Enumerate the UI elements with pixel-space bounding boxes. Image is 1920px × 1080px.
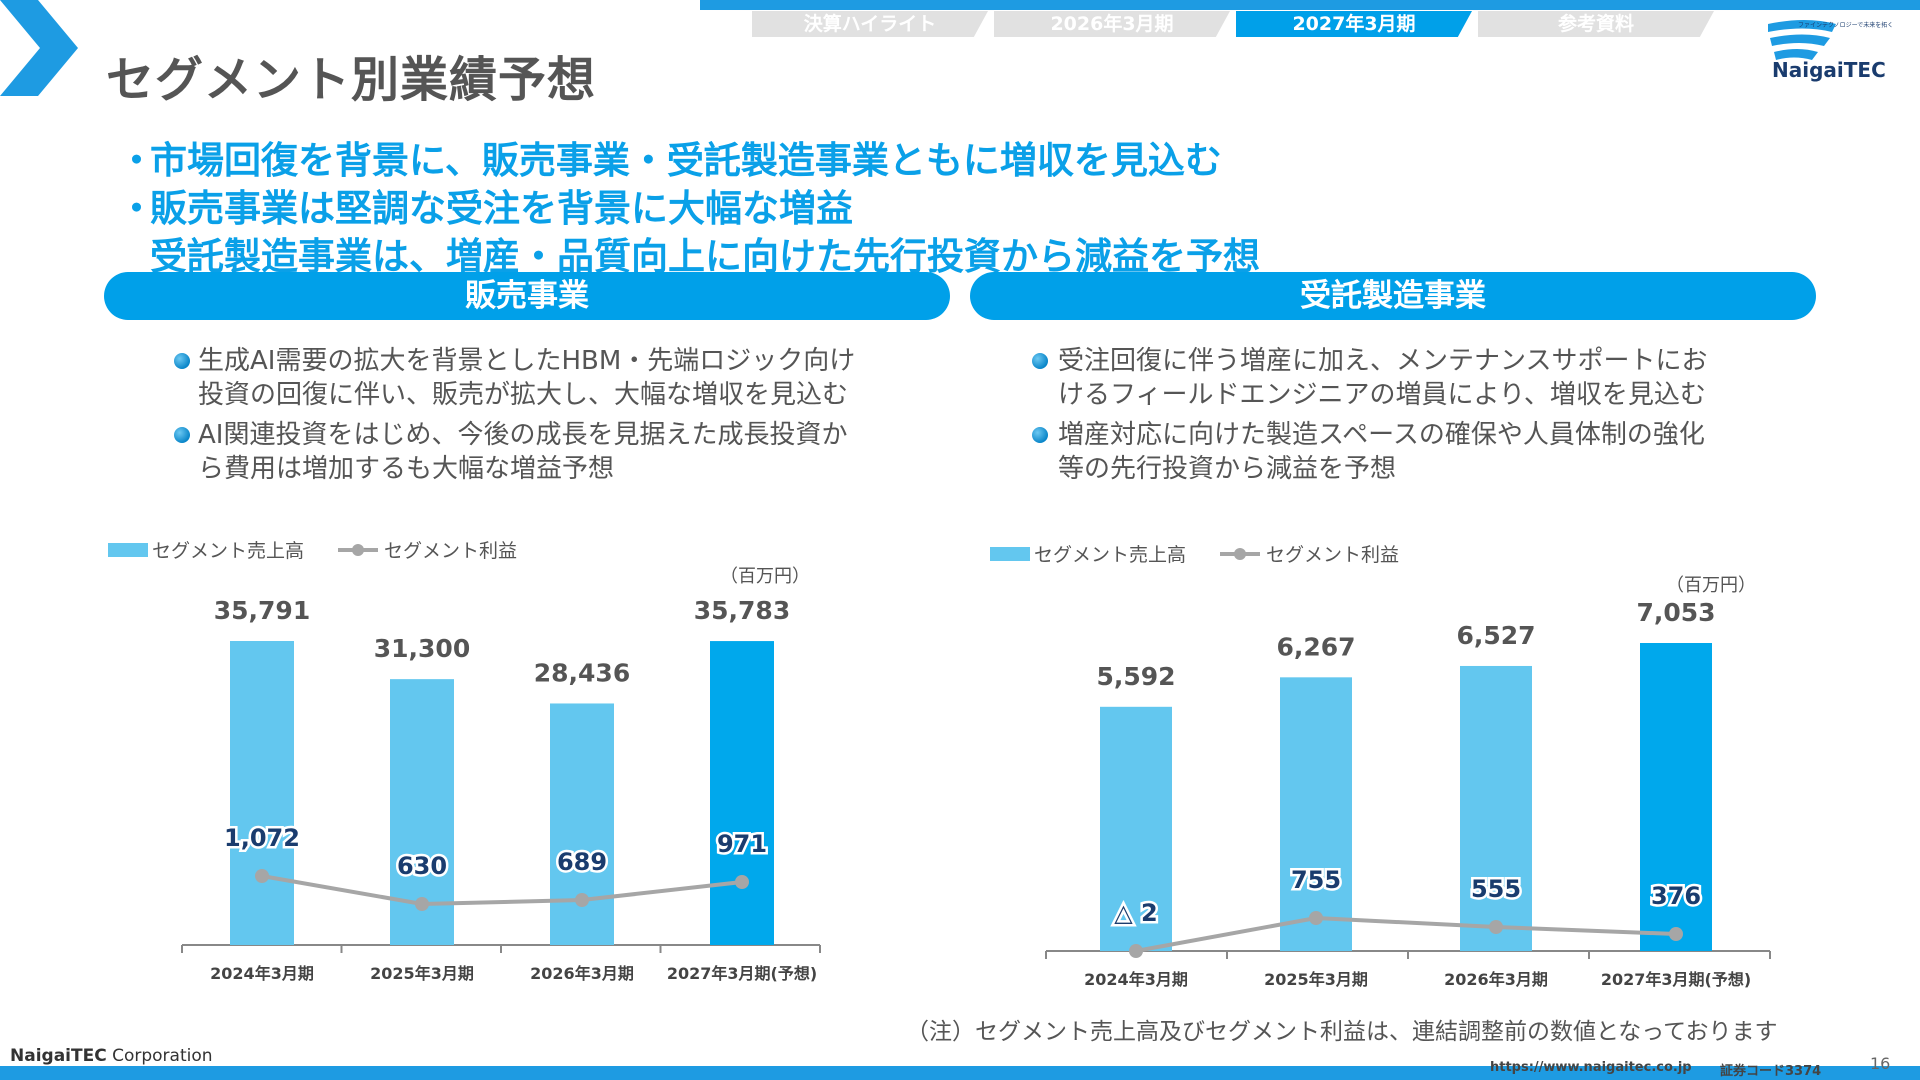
sales-desc-1-line-1: 生成AI需要の拡大を背景としたHBM・先端ロジック向け <box>198 346 856 376</box>
x-tick-label: 2024年3月期 <box>1084 970 1188 989</box>
logo-tagline: ファインテクノロジーで未来を拓く <box>1798 22 1894 29</box>
website-url[interactable]: https://www.naigaitec.co.jp <box>1490 1060 1692 1075</box>
legend-profit-label: セグメント利益 <box>384 540 518 562</box>
profit-value-label: 555 <box>1471 875 1521 903</box>
tab-fy2027[interactable]: 2027年3月期 <box>1236 11 1472 37</box>
corporation-name-bold: NaigaiTEC <box>10 1046 107 1066</box>
profit-value-label: 689 <box>557 848 607 876</box>
nav-top-bar <box>700 0 1920 10</box>
sales-bar <box>710 641 774 945</box>
bar-value-label: 28,436 <box>534 658 630 687</box>
tab-reference[interactable]: 参考資料 <box>1478 11 1714 37</box>
sales-bar <box>390 679 454 945</box>
sales-bar <box>550 703 614 945</box>
profit-point <box>575 893 589 907</box>
profit-value-label: 1,072 <box>224 824 300 852</box>
corporation-name-rest: Corporation <box>106 1046 213 1066</box>
contract-desc-2-line-1: 増産対応に向けた製造スペースの確保や人員体制の強化 <box>1058 420 1705 450</box>
contract-desc-2-line-2: 等の先行投資から減益を予想 <box>1058 454 1397 484</box>
page-number: 16 <box>1870 1054 1891 1073</box>
legend-sales-label: セグメント売上高 <box>1034 544 1187 566</box>
contract-desc-1-line-2: けるフィールドエンジニアの増員により、増収を見込む <box>1058 380 1706 410</box>
legend-sales-swatch <box>108 543 148 557</box>
x-tick-label: 2026年3月期 <box>1444 970 1548 989</box>
x-tick-label: 2025年3月期 <box>1264 970 1368 989</box>
tab-fy2026[interactable]: 2026年3月期 <box>994 11 1230 37</box>
profit-point <box>1309 911 1323 925</box>
headline-1: 市場回復を背景に、販売事業・受託製造事業ともに増収を見込む <box>150 139 1222 182</box>
naigaitec-logo-icon <box>1768 20 1836 60</box>
contract-chart-unit: （百万円） <box>1666 575 1756 596</box>
legend-sales-swatch <box>990 547 1030 561</box>
sales-bar <box>1100 706 1172 951</box>
x-tick-label: 2027年3月期(予想) <box>1601 970 1751 989</box>
legend-sales-label: セグメント売上高 <box>152 540 305 562</box>
bar-value-label: 6,527 <box>1456 621 1535 650</box>
bullet-dot-icon <box>1032 353 1048 369</box>
headline-3: 受託製造事業は、増産・品質向上に向けた先行投資から減益を予想 <box>150 235 1260 278</box>
profit-point <box>255 869 269 883</box>
sales-segment-header: 販売事業 <box>104 272 950 320</box>
x-tick-label: 2026年3月期 <box>530 964 634 983</box>
legend-profit-line-icon <box>1220 548 1260 560</box>
x-tick-label: 2025年3月期 <box>370 964 474 983</box>
sales-desc-2-line-2: ら費用は増加するも大幅な増益予想 <box>198 454 615 484</box>
logo-name: NaigaiTEC <box>1772 58 1886 82</box>
profit-point <box>415 897 429 911</box>
contract-segment-header: 受託製造事業 <box>970 272 1816 320</box>
footnote: （注）セグメント売上高及びセグメント利益は、連結調整前の数値となっております <box>906 1019 1778 1045</box>
headline-bullet: ・ <box>118 187 155 230</box>
corporation-name: NaigaiTEC Corporation <box>10 1046 213 1066</box>
legend-profit-label: セグメント利益 <box>1266 544 1400 566</box>
sales-bar <box>230 641 294 945</box>
bar-value-label: 6,267 <box>1276 632 1355 661</box>
sales-desc-1-line-2: 投資の回復に伴い、販売が拡大し、大幅な増収を見込む <box>198 380 849 410</box>
sales-bar <box>1280 677 1352 951</box>
sales-bar <box>1640 643 1712 951</box>
bar-value-label: 35,783 <box>694 596 790 625</box>
chevron-decoration <box>0 0 78 96</box>
tab-highlights[interactable]: 決算ハイライト <box>752 11 988 37</box>
profit-value-label: 376 <box>1651 882 1701 910</box>
bullet-dot-icon <box>174 353 190 369</box>
profit-value-label: 971 <box>717 830 767 858</box>
bullet-dot-icon <box>174 427 190 443</box>
profit-point <box>1489 920 1503 934</box>
footer-bar <box>0 1066 1920 1080</box>
bar-value-label: 5,592 <box>1096 662 1175 691</box>
sales-desc-2-line-1: AI関連投資をはじめ、今後の成長を見据えた成長投資か <box>198 420 848 450</box>
profit-point <box>1669 927 1683 941</box>
profit-line <box>261 874 743 907</box>
headline-2: 販売事業は堅調な受注を背景に大幅な増益 <box>150 187 853 230</box>
profit-line <box>1135 915 1677 953</box>
securities-code: 証券コード3374 <box>1720 1064 1822 1079</box>
bar-value-label: 7,053 <box>1636 598 1715 627</box>
bar-value-label: 31,300 <box>374 634 470 663</box>
contract-desc-1-line-1: 受注回復に伴う増産に加え、メンテナンスサポートにお <box>1058 346 1708 376</box>
sales-chart-unit: （百万円） <box>720 566 810 587</box>
bar-value-label: 35,791 <box>214 596 310 625</box>
page-title: セグメント別業績予想 <box>106 52 597 108</box>
sales-bar <box>1460 665 1532 951</box>
bullet-dot-icon <box>1032 427 1048 443</box>
x-tick-label: 2027年3月期(予想) <box>667 964 817 983</box>
legend-profit-line-icon <box>338 544 378 556</box>
profit-value-label: 755 <box>1291 866 1341 894</box>
headline-bullet: ・ <box>118 139 155 182</box>
profit-point <box>1129 944 1143 958</box>
profit-point <box>735 875 749 889</box>
profit-value-label: 630 <box>397 852 447 880</box>
profit-value-label: △ 2 <box>1114 899 1158 927</box>
x-tick-label: 2024年3月期 <box>210 964 314 983</box>
